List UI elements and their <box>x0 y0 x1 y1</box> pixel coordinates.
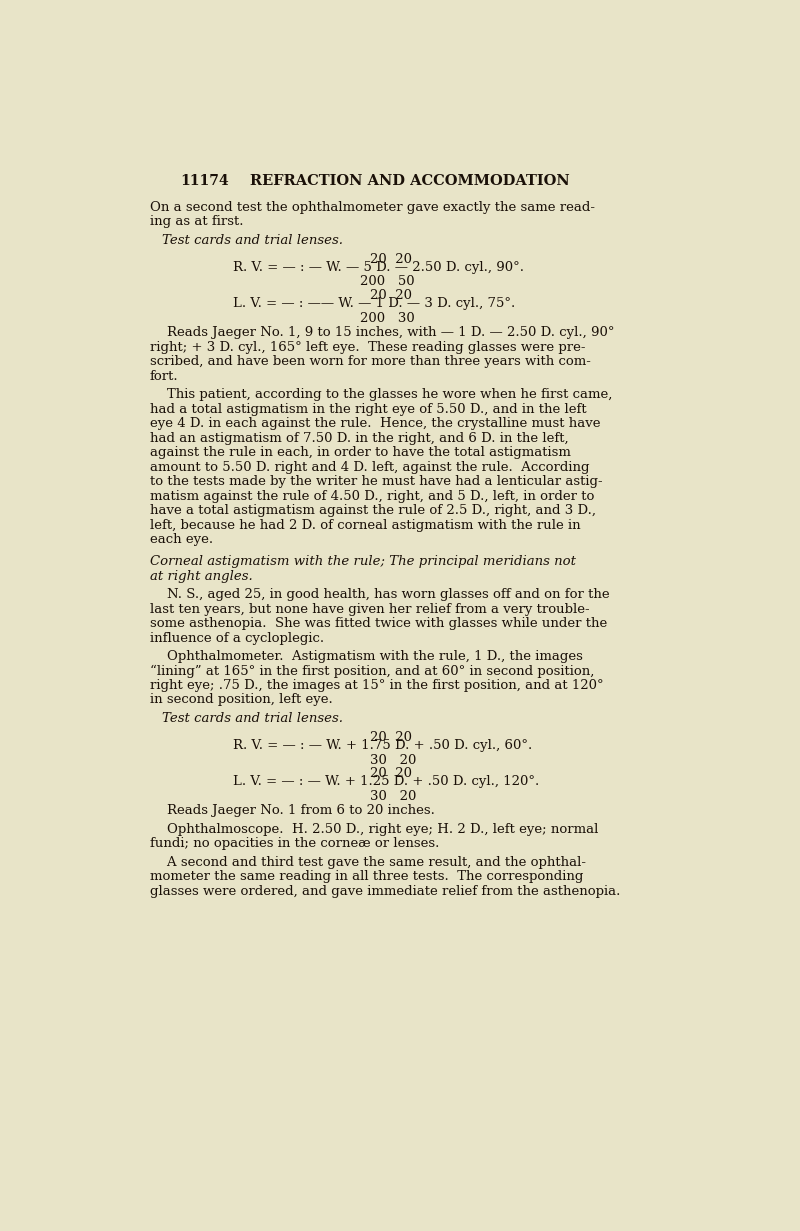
Text: 20  20: 20 20 <box>370 252 412 266</box>
Text: Test cards and trial lenses.: Test cards and trial lenses. <box>162 234 343 246</box>
Text: 30   20: 30 20 <box>370 753 416 767</box>
Text: ing as at first.: ing as at first. <box>150 215 243 228</box>
Text: right eye; .75 D., the images at 15° in the first position, and at 120°: right eye; .75 D., the images at 15° in … <box>150 680 603 692</box>
Text: 20  20: 20 20 <box>370 767 412 780</box>
Text: matism against the rule of 4.50 D., right, and 5 D., left, in order to: matism against the rule of 4.50 D., righ… <box>150 490 594 502</box>
Text: each eye.: each eye. <box>150 533 213 547</box>
Text: R. V. = — : — W. — 5 D. — 2.50 D. cyl., 90°.: R. V. = — : — W. — 5 D. — 2.50 D. cyl., … <box>234 261 524 273</box>
Text: glasses were ordered, and gave immediate relief from the asthenopia.: glasses were ordered, and gave immediate… <box>150 885 620 897</box>
Text: to the tests made by the writer he must have had a lenticular astig-: to the tests made by the writer he must … <box>150 475 602 489</box>
Text: On a second test the ophthalmometer gave exactly the same read-: On a second test the ophthalmometer gave… <box>150 201 594 214</box>
Text: left, because he had 2 D. of corneal astigmatism with the rule in: left, because he had 2 D. of corneal ast… <box>150 518 580 532</box>
Text: last ten years, but none have given her relief from a very trouble-: last ten years, but none have given her … <box>150 603 590 616</box>
Text: REFRACTION AND ACCOMMODATION: REFRACTION AND ACCOMMODATION <box>250 175 570 188</box>
Text: some asthenopia.  She was fitted twice with glasses while under the: some asthenopia. She was fitted twice wi… <box>150 617 607 630</box>
Text: 200   30: 200 30 <box>360 311 415 325</box>
Text: N. S., aged 25, in good health, has worn glasses off and on for the: N. S., aged 25, in good health, has worn… <box>150 588 610 601</box>
Text: Reads Jaeger No. 1, 9 to 15 inches, with — 1 D. — 2.50 D. cyl., 90°: Reads Jaeger No. 1, 9 to 15 inches, with… <box>150 326 614 340</box>
Text: right; + 3 D. cyl., 165° left eye.  These reading glasses were pre-: right; + 3 D. cyl., 165° left eye. These… <box>150 341 585 353</box>
Text: amount to 5.50 D. right and 4 D. left, against the rule.  According: amount to 5.50 D. right and 4 D. left, a… <box>150 460 589 474</box>
Text: fort.: fort. <box>150 369 178 383</box>
Text: 11174: 11174 <box>181 175 230 188</box>
Text: eye 4 D. in each against the rule.  Hence, the crystalline must have: eye 4 D. in each against the rule. Hence… <box>150 417 600 430</box>
Text: have a total astigmatism against the rule of 2.5 D., right, and 3 D.,: have a total astigmatism against the rul… <box>150 505 595 517</box>
Text: scribed, and have been worn for more than three years with com-: scribed, and have been worn for more tha… <box>150 356 590 368</box>
Text: 30   20: 30 20 <box>370 790 416 803</box>
Text: Ophthalmoscope.  H. 2.50 D., right eye; H. 2 D., left eye; normal: Ophthalmoscope. H. 2.50 D., right eye; H… <box>150 822 598 836</box>
Text: influence of a cycloplegic.: influence of a cycloplegic. <box>150 632 324 645</box>
Text: 200   50: 200 50 <box>360 276 415 288</box>
Text: in second position, left eye.: in second position, left eye. <box>150 693 332 707</box>
Text: Reads Jaeger No. 1 from 6 to 20 inches.: Reads Jaeger No. 1 from 6 to 20 inches. <box>150 805 434 817</box>
Text: fundi; no opacities in the corneæ or lenses.: fundi; no opacities in the corneæ or len… <box>150 837 439 851</box>
Text: at right angles.: at right angles. <box>150 570 252 582</box>
Text: against the rule in each, in order to have the total astigmatism: against the rule in each, in order to ha… <box>150 446 570 459</box>
Text: Test cards and trial lenses.: Test cards and trial lenses. <box>162 712 343 725</box>
Text: A second and third test gave the same result, and the ophthal-: A second and third test gave the same re… <box>150 856 586 869</box>
Text: had a total astigmatism in the right eye of 5.50 D., and in the left: had a total astigmatism in the right eye… <box>150 403 586 416</box>
Text: “lining” at 165° in the first position, and at 60° in second position,: “lining” at 165° in the first position, … <box>150 665 594 677</box>
Text: R. V. = — : — W. + 1.75 D. + .50 D. cyl., 60°.: R. V. = — : — W. + 1.75 D. + .50 D. cyl.… <box>234 739 533 752</box>
Text: L. V. = — : —— W. — 1 D. — 3 D. cyl., 75°.: L. V. = — : —— W. — 1 D. — 3 D. cyl., 75… <box>234 297 515 310</box>
Text: had an astigmatism of 7.50 D. in the right, and 6 D. in the left,: had an astigmatism of 7.50 D. in the rig… <box>150 432 568 444</box>
Text: 20  20: 20 20 <box>370 731 412 744</box>
Text: Ophthalmometer.  Astigmatism with the rule, 1 D., the images: Ophthalmometer. Astigmatism with the rul… <box>150 650 582 664</box>
Text: L. V. = — : — W. + 1.25 D. + .50 D. cyl., 120°.: L. V. = — : — W. + 1.25 D. + .50 D. cyl.… <box>234 776 539 788</box>
Text: 20  20: 20 20 <box>370 289 412 302</box>
Text: This patient, according to the glasses he wore when he first came,: This patient, according to the glasses h… <box>150 388 612 401</box>
Text: mometer the same reading in all three tests.  The corresponding: mometer the same reading in all three te… <box>150 870 583 883</box>
Text: Corneal astigmatism with the rule; The principal meridians not: Corneal astigmatism with the rule; The p… <box>150 555 576 569</box>
